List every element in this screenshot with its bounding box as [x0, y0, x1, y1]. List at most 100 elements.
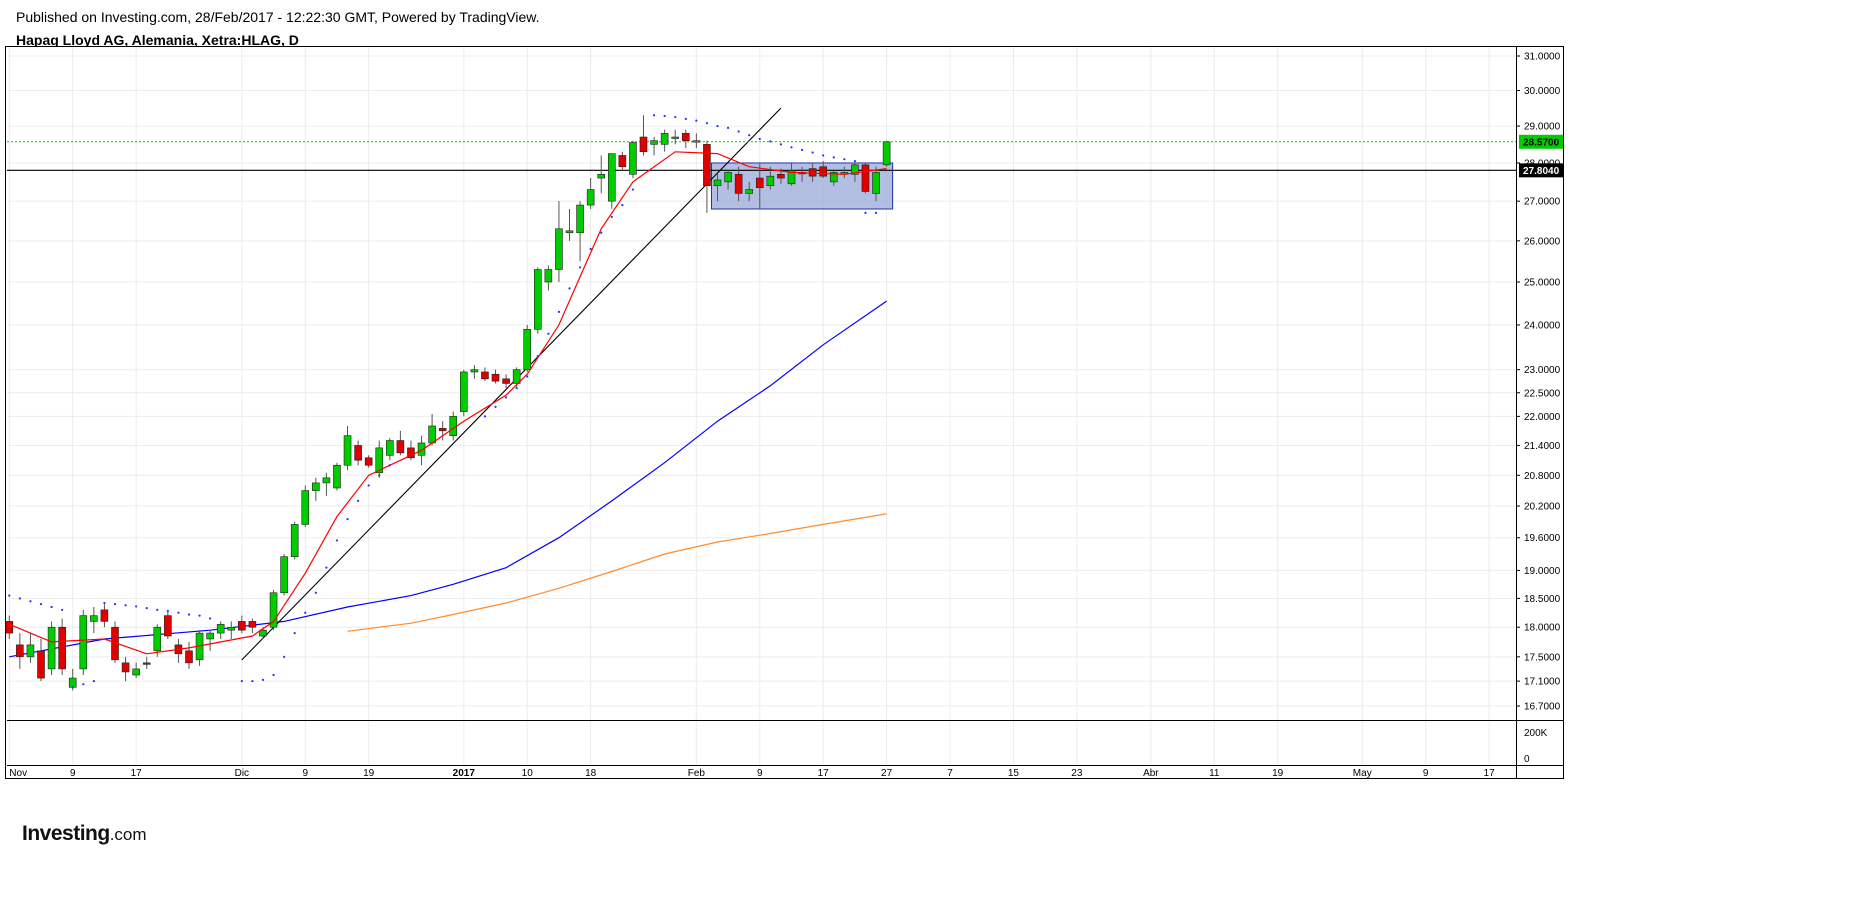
candle-body — [343, 435, 352, 466]
sar-dot — [589, 247, 592, 251]
candle-body — [164, 615, 172, 637]
candle — [238, 615, 246, 634]
candle-body — [185, 650, 193, 664]
candle-body — [851, 164, 859, 175]
candle — [470, 365, 479, 379]
price-tick-label: 17.5000 — [1524, 652, 1561, 663]
candle-body — [333, 464, 341, 489]
candle — [301, 485, 310, 528]
candle — [502, 374, 510, 389]
sar-dot — [705, 122, 709, 125]
candle — [671, 129, 680, 145]
sar-dot — [610, 215, 613, 218]
price-tick-label: 22.0000 — [1524, 412, 1561, 423]
time-axis-label: Nov — [9, 768, 27, 779]
candle-body — [882, 141, 891, 166]
time-axis-label: 27 — [881, 768, 893, 779]
sar-dot — [769, 140, 772, 143]
sar-dot — [663, 114, 666, 118]
candle — [872, 166, 880, 202]
sar-dot — [92, 680, 95, 683]
candle-body — [16, 644, 24, 658]
time-axis-label: Feb — [688, 768, 706, 779]
candle — [5, 615, 14, 639]
candle-body — [428, 425, 436, 444]
time-axis-label: May — [1353, 768, 1372, 779]
candle-body — [68, 677, 77, 688]
sar-dot — [568, 287, 571, 290]
sar-dot — [388, 464, 391, 467]
candle-body — [629, 142, 637, 175]
candle — [386, 438, 394, 461]
candle-body — [829, 172, 838, 183]
candle-body — [100, 609, 109, 622]
price-tick-label: 19.6000 — [1524, 533, 1561, 544]
candle — [734, 166, 743, 202]
candle-body — [681, 133, 690, 141]
moving-average-long — [347, 513, 887, 632]
candle-body — [280, 556, 288, 594]
candle — [586, 178, 595, 209]
candle-body — [216, 624, 225, 634]
candle — [100, 604, 109, 628]
price-tick-label: 20.8000 — [1524, 471, 1561, 482]
time-axis-label: 17 — [131, 768, 143, 779]
candle — [745, 181, 754, 202]
candle — [37, 638, 45, 682]
sar-dot — [578, 266, 582, 269]
candle — [629, 140, 637, 179]
sar-dot — [240, 680, 243, 683]
candle-body — [438, 428, 447, 432]
sar-dot — [853, 159, 857, 163]
candle-body — [491, 373, 500, 382]
sar-dot — [674, 115, 677, 119]
sar-dot — [748, 134, 751, 137]
candle-body — [555, 228, 563, 270]
sar-dot — [621, 203, 624, 207]
trendline — [241, 107, 782, 661]
price-tick-label: 21.4000 — [1524, 441, 1561, 452]
sar-dot — [61, 608, 64, 611]
candle — [618, 151, 627, 171]
candle-body — [301, 490, 310, 525]
time-axis-label: 18 — [585, 768, 597, 779]
candle-body — [787, 170, 796, 185]
candle-body — [703, 144, 711, 187]
candle-body — [396, 440, 405, 454]
investing-logo: Investing.com — [22, 822, 147, 846]
candle-body — [523, 329, 532, 370]
logo-suffix: .com — [109, 825, 147, 844]
sar-dot — [557, 310, 561, 313]
candle-body — [724, 172, 732, 183]
candle-body — [755, 177, 764, 188]
moving-average-short — [9, 151, 887, 655]
candle-body — [354, 445, 362, 461]
candle-body — [713, 179, 722, 187]
candle-body — [460, 371, 468, 412]
price-tick-label: 20.2000 — [1524, 502, 1561, 513]
candle-body — [238, 621, 246, 631]
time-axis-label: 15 — [1008, 768, 1020, 779]
candle — [121, 656, 130, 682]
candle — [829, 170, 838, 186]
time-axis-label: 9 — [1423, 768, 1429, 779]
price-tick-label: 18.5000 — [1524, 594, 1561, 605]
candle-body — [407, 447, 415, 459]
ref-price-label-bg — [1519, 163, 1563, 178]
price-tick-label: 16.7000 — [1524, 702, 1561, 713]
time-axis-label: 19 — [363, 768, 375, 779]
candle-body — [650, 140, 658, 145]
candle — [607, 153, 616, 209]
sar-dot — [18, 597, 21, 600]
candle-body — [745, 189, 754, 194]
sar-dot — [716, 124, 719, 128]
candle-body — [26, 644, 35, 658]
chart-symbol-title: Hapag Lloyd AG, Alemania, Xetra:HLAG, D — [16, 32, 299, 48]
candle — [639, 115, 648, 156]
sar-dot — [790, 146, 793, 149]
candle-body — [153, 626, 162, 652]
sar-dot — [779, 143, 783, 146]
candle — [153, 624, 162, 657]
sar-dot — [652, 114, 656, 117]
